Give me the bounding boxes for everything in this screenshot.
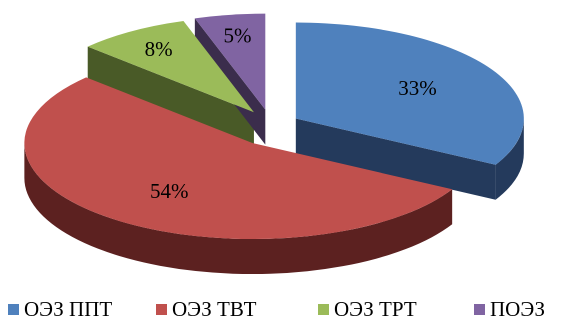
legend-label-поэз: ПОЭЗ <box>490 297 545 321</box>
slice-label-оэз-трт: 8% <box>145 37 173 61</box>
slice-оэз-твт <box>24 77 453 240</box>
slice-inner-wall-оэз-ппт-0 <box>295 118 496 200</box>
legend-label-оэз-твт: ОЭЗ ТВТ <box>172 297 257 321</box>
legend-swatch-оэз-ппт <box>8 304 19 315</box>
legend-swatch-оэз-трт <box>318 304 329 315</box>
slice-side-оэз-ппт <box>495 118 524 200</box>
slice-оэз-трт <box>87 20 254 113</box>
slice-поэз <box>194 13 266 110</box>
slice-label-поэз: 5% <box>223 24 251 48</box>
slice-labels: 33% 54% 8% 5% <box>145 24 437 204</box>
legend-label-оэз-ппт: ОЭЗ ППТ <box>24 297 112 321</box>
slice-label-оэз-твт: 54% <box>150 179 189 203</box>
slice-оэз-ппт <box>295 22 524 165</box>
slice-label-оэз-ппт: 33% <box>398 76 437 100</box>
pie-slices <box>24 13 524 240</box>
legend-swatch-поэз <box>474 304 485 315</box>
legend-swatch-оэз-твт <box>156 304 167 315</box>
pie-sides <box>24 18 524 275</box>
slice-inner-wall-оэз-трт-0 <box>87 46 254 148</box>
legend: ОЭЗ ППТ ОЭЗ ТВТ ОЭЗ ТРТ ПОЭЗ <box>8 297 545 321</box>
legend-label-оэз-трт: ОЭЗ ТРТ <box>334 297 417 321</box>
slice-side-оэз-твт <box>24 143 453 275</box>
